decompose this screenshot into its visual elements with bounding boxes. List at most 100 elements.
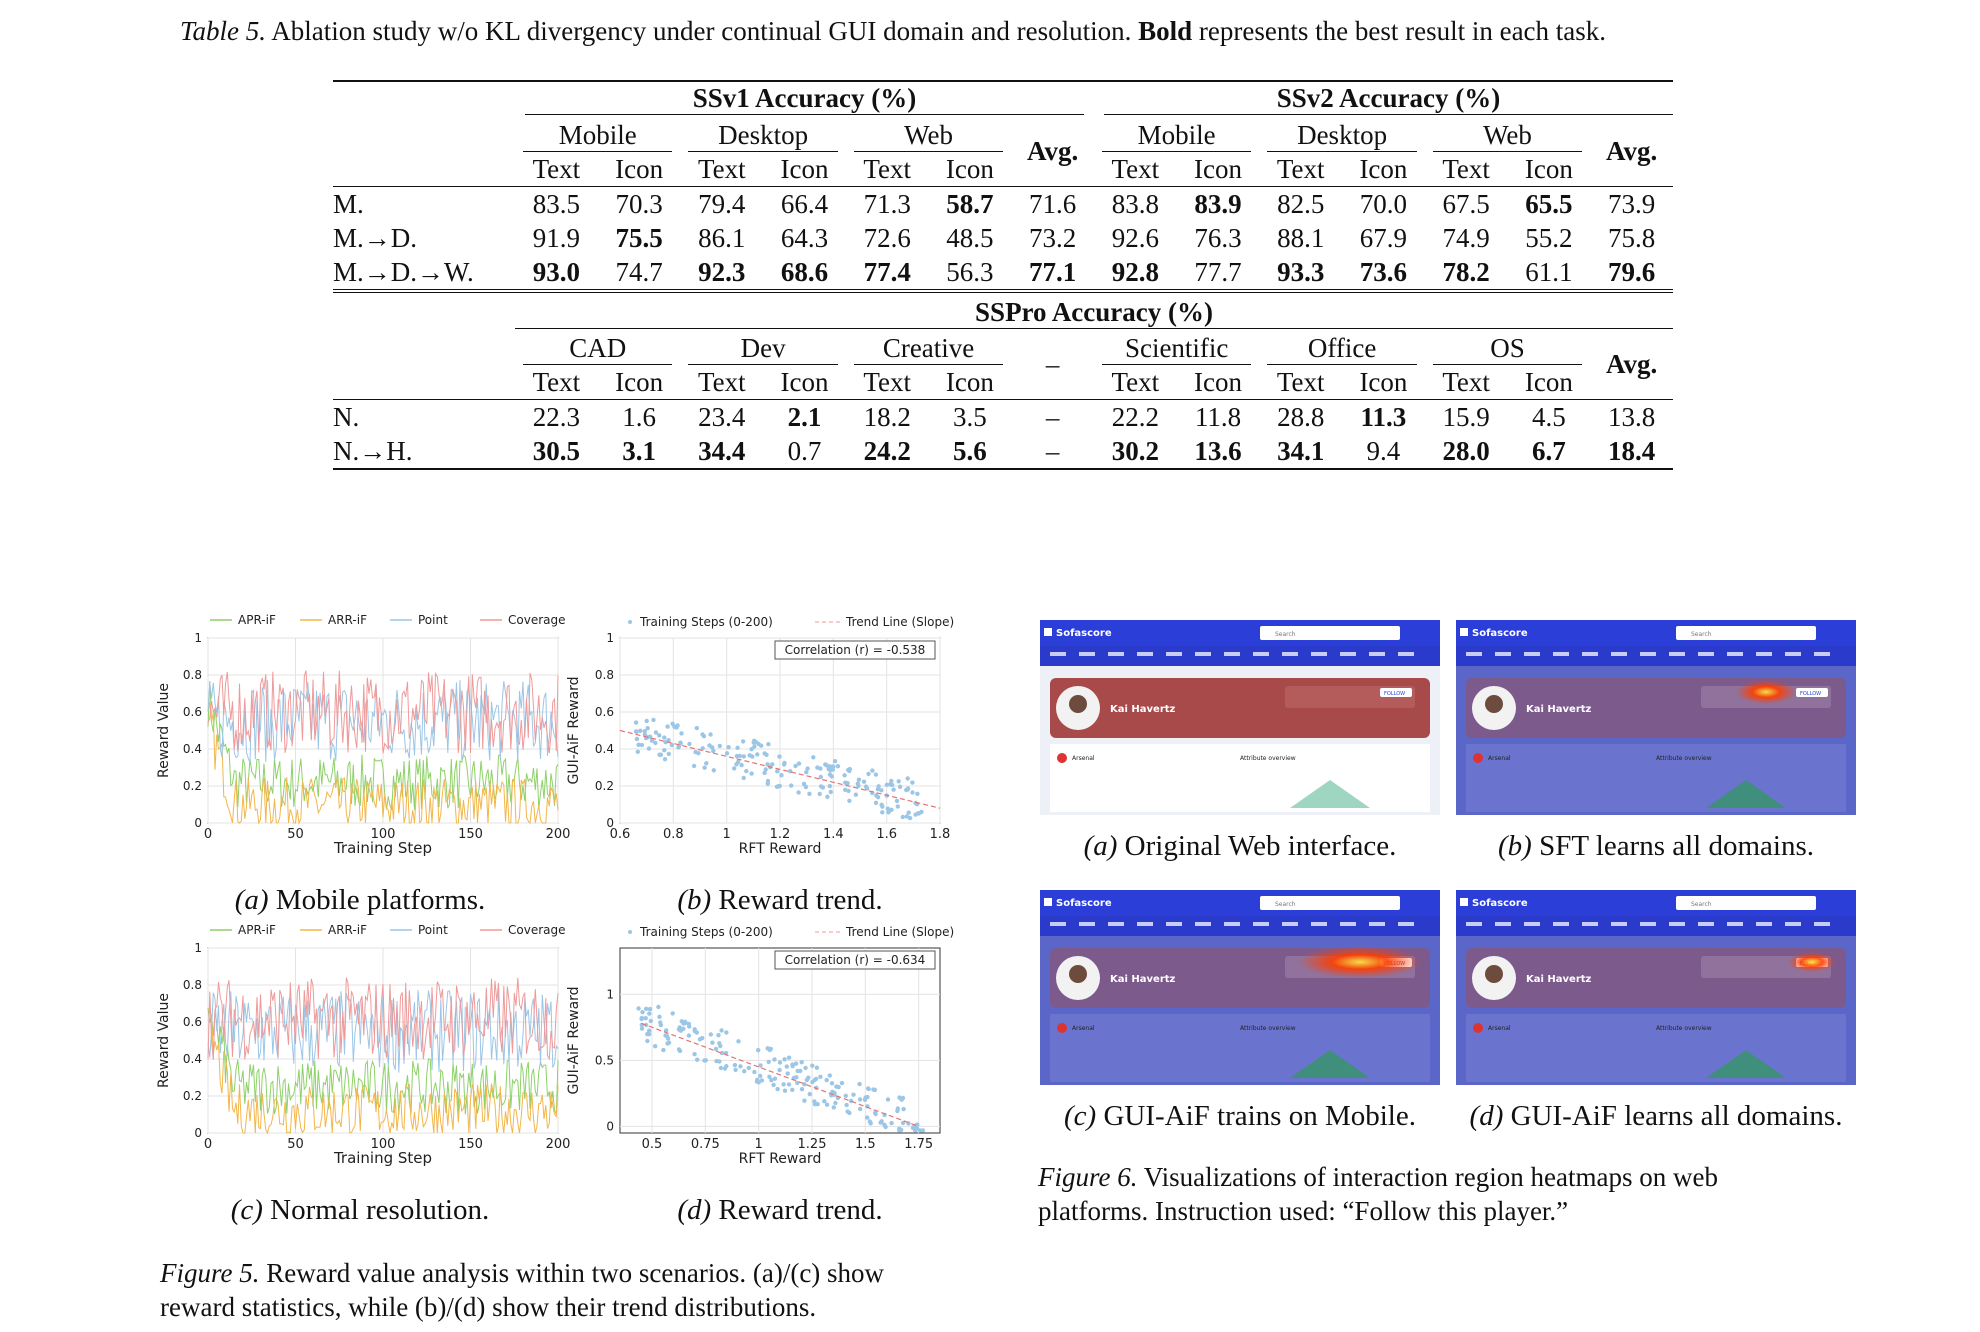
player-name: Kai Havertz [1110, 704, 1176, 715]
scatter-point [763, 767, 768, 772]
scatter-point [897, 784, 903, 789]
table-cell: 88.1 [1277, 222, 1325, 253]
table-cell: 86.1 [698, 222, 746, 253]
web-screenshot-sft: Sofascore Search Kai Havertz FOLLOW Arsenal A… [1456, 620, 1856, 815]
player-name: Kai Havertz [1526, 704, 1592, 715]
scatter-point [726, 745, 731, 750]
scatter-point [708, 732, 713, 737]
follow-button [1380, 688, 1412, 697]
nav-item [1311, 652, 1327, 656]
scatter-point [758, 1073, 763, 1079]
scatter-point [746, 1065, 751, 1071]
legend-label: Coverage [508, 613, 566, 627]
y-tick-label: 0 [606, 1119, 614, 1133]
scatter-point [894, 798, 900, 804]
table-cell: 56.3 [946, 256, 994, 287]
scatter-point [718, 1043, 723, 1049]
scatter-point [644, 718, 649, 724]
scatter-point [669, 742, 675, 748]
scatter-point [708, 1032, 713, 1037]
scatter-point [886, 810, 891, 815]
search-box [1260, 626, 1400, 640]
col-text: Text [697, 153, 746, 184]
fig5-sub-c-text: Normal resolution. [270, 1194, 490, 1226]
nav-item [1640, 652, 1656, 656]
scatter-point [827, 783, 832, 789]
fig6-sub-b-label: (b) [1497, 830, 1532, 862]
series-line [207, 680, 559, 763]
legend-label: Trend Line (Slope) [845, 925, 954, 939]
x-tick-label: 1.8 [930, 827, 951, 842]
details-panel [1050, 1014, 1430, 1082]
table-cell: 28.0 [1442, 435, 1490, 466]
legend-label: APR-iF [238, 613, 276, 627]
table-cell: 18.2 [863, 401, 911, 432]
scatter-chart-b: Training Steps (0-200) Trend Line (Slope)… [560, 612, 980, 872]
series-line [207, 1008, 559, 1135]
row-label: N.→H. [333, 435, 413, 466]
legend-label: Training Steps (0-200) [639, 925, 773, 939]
group-mobile: Mobile [1101, 120, 1252, 152]
nav-item [1785, 652, 1801, 656]
brand-name: Sofascore [1056, 628, 1112, 639]
table-cell: 30.5 [532, 435, 580, 466]
group-dev: Dev [688, 333, 838, 365]
scatter-point [796, 790, 801, 795]
follow-button [1796, 688, 1828, 697]
scatter-point [718, 1065, 724, 1071]
table-cell: 13.8 [1607, 401, 1656, 432]
table-cell: 73.2 [1028, 222, 1077, 253]
scatter-point [711, 768, 716, 773]
scatter-point [736, 759, 741, 765]
scatter-point [749, 747, 754, 752]
fig5-sub-d-label: (d) [677, 1194, 712, 1226]
y-tick-label: 0 [606, 816, 614, 830]
fig6-sub-c-text: GUI-AiF trains on Mobile. [1103, 1100, 1416, 1132]
series-line [207, 670, 559, 754]
details-panel [1466, 744, 1846, 812]
nav-item [1611, 922, 1627, 926]
table-cell: 74.7 [615, 256, 663, 287]
x-axis-label: Training Step [333, 839, 432, 857]
table-cell: 72.6 [863, 222, 911, 253]
scatter-point [904, 814, 909, 819]
fig5-subcaption-a: (a) Mobile platforms. [160, 884, 560, 917]
x-tick-label: 0.6 [610, 827, 631, 842]
table-cell: 61.1 [1525, 256, 1573, 287]
nav-item [1495, 922, 1511, 926]
table-cell: 30.2 [1111, 435, 1159, 466]
col-icon: Icon [780, 153, 829, 184]
col-text: Text [863, 153, 911, 184]
scatter-point [857, 1097, 863, 1102]
scatter-point [915, 791, 920, 796]
scatter-point [636, 1006, 641, 1011]
group-creative: Creative [853, 333, 1004, 365]
scatter-point [692, 1027, 697, 1032]
scatter-point [751, 740, 756, 745]
scatter-point [793, 763, 798, 769]
scatter-point [863, 1095, 868, 1100]
scatter-point [644, 1006, 649, 1011]
nav-item [1756, 652, 1772, 656]
chart-svg: Training Steps (0-200) Trend Line (Slope)… [566, 615, 954, 857]
nav-item [1195, 922, 1211, 926]
scatter-point [750, 754, 755, 759]
legend-label: ARR-iF [328, 923, 367, 937]
scatter-point [741, 754, 746, 759]
scatter-point [662, 735, 667, 740]
scatter-point [694, 725, 699, 731]
nav-item [1050, 652, 1066, 656]
y-axis-label: GUI-AiF Reward [566, 986, 582, 1094]
scatter-point [678, 1028, 683, 1033]
fig6-sub-d-label: (d) [1469, 1100, 1504, 1132]
search-box [1676, 626, 1816, 640]
nav-item [1369, 652, 1385, 656]
group-os: OS [1432, 333, 1583, 365]
table-cell: 23.4 [698, 401, 746, 432]
scatter-point [769, 1078, 774, 1083]
scatter-point [814, 1065, 820, 1070]
y-tick-label: 1 [194, 941, 202, 955]
fig6-sub-d-text: GUI-AiF learns all domains. [1510, 1100, 1843, 1132]
scatter-point [889, 778, 894, 784]
scatter-point [658, 752, 663, 758]
